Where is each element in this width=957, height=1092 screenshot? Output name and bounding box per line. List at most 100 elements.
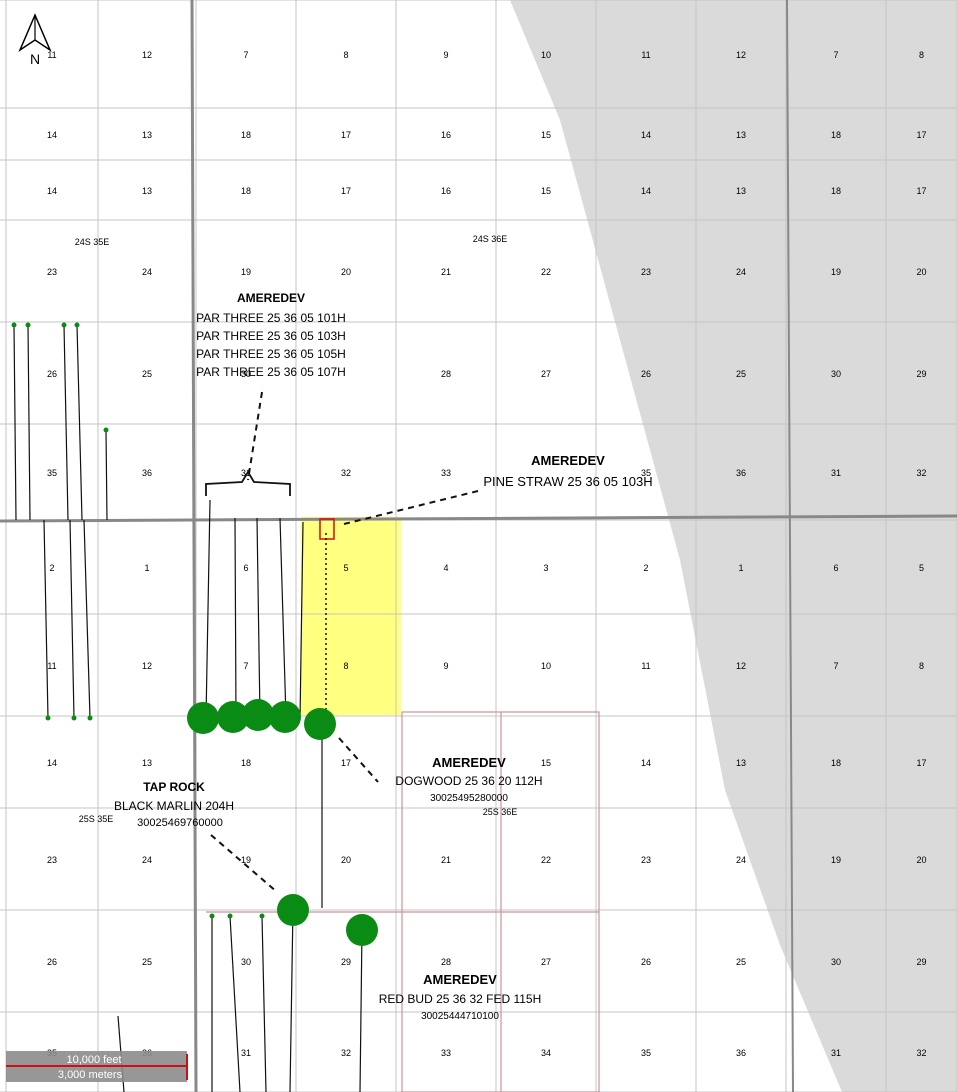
section-label: 29 [916,369,926,379]
section-label: 15 [541,758,551,768]
callout-operator: TAP ROCK [143,780,205,794]
section-label: 34 [541,1048,551,1058]
callout-well-name: PAR THREE 25 36 05 105H [196,347,346,361]
section-label: 12 [736,661,746,671]
section-label: 12 [142,50,152,60]
well-surface-point [11,322,17,328]
section-label: 19 [831,855,841,865]
well-surface-point [259,913,265,919]
section-label: 17 [341,186,351,196]
section-label: 3 [543,563,548,573]
well-surface-point [71,715,77,721]
section-label: 21 [441,267,451,277]
section-label: 12 [736,50,746,60]
scale-bar: 10,000 feet 3,000 meters [6,1051,188,1082]
surface-location-box [319,518,335,540]
section-label: 26 [641,957,651,967]
leader-line [339,490,479,526]
wellbore-path [229,915,241,1092]
section-label: 23 [47,267,57,277]
section-label: 20 [341,267,351,277]
section-label: 25 [142,369,152,379]
callout-api: 30025495280000 [430,793,508,804]
section-label: 9 [443,661,448,671]
callout-well-name: BLACK MARLIN 204H [114,799,234,813]
wellbore-paths [11,322,363,1092]
section-label: 11 [641,50,650,60]
section-label: 23 [47,855,57,865]
section-label: 8 [919,50,924,60]
callout-operator: AMEREDEV [531,453,605,468]
section-label: 14 [641,186,651,196]
well-surface-point [209,913,215,919]
section-label: 5 [919,563,924,573]
section-label: 25 [142,957,152,967]
section-label: 14 [47,758,57,768]
callout-well-name: DOGWOOD 25 36 20 112H [395,774,542,788]
section-label: 23 [641,855,651,865]
well-surface-point [227,913,233,919]
section-label: 18 [831,186,841,196]
section-label: 12 [142,661,152,671]
section-label: 24 [142,267,152,277]
well-surface-point [74,322,80,328]
section-label: 24 [736,267,746,277]
section-label: 1 [738,563,743,573]
section-label: 4 [443,563,448,573]
section-label: 36 [736,1048,746,1058]
shaded-restricted-area [510,0,957,1092]
wellbore-path [261,915,267,1092]
section-label: 24 [142,855,152,865]
callout-well-name: PAR THREE 25 36 05 107H [196,365,346,379]
wellbore-path [279,517,287,719]
section-label: 17 [916,758,926,768]
wellbore-path [299,521,304,721]
section-label: 22 [541,855,551,865]
wellbore-path [205,499,211,719]
section-label: 29 [341,957,351,967]
section-label: 28 [441,957,451,967]
section-label: 7 [833,661,838,671]
section-label: 18 [241,186,251,196]
section-label: 13 [736,758,746,768]
section-label: 15 [541,130,551,140]
section-label: 2 [643,563,648,573]
wellbore-path [27,324,31,521]
section-label: 17 [916,186,926,196]
section-label: 24 [736,855,746,865]
section-label: 20 [916,267,926,277]
well-surface-point [87,715,93,721]
section-label: 30 [831,369,841,379]
well-marker-icon [269,701,301,733]
section-label: 13 [142,758,152,768]
callout-operator: AMEREDEV [432,755,506,770]
well-marker-icon [217,701,249,733]
section-label: 19 [241,855,251,865]
township-label: 24S 36E [473,234,508,244]
callout-operator: AMEREDEV [237,291,305,305]
township-label: 25S 36E [483,807,518,817]
section-label: 13 [142,130,152,140]
section-label: 8 [343,661,348,671]
wellbore-path [63,324,69,521]
section-label: 17 [341,758,351,768]
section-label: 14 [47,130,57,140]
leader-line [210,834,278,893]
leader-lines [205,391,479,893]
wellbore-path [234,517,237,719]
section-label: 14 [641,130,651,140]
leader-line [338,737,379,783]
section-label: 8 [919,661,924,671]
section-label: 26 [47,369,57,379]
section-label: 16 [441,130,451,140]
section-label: 6 [833,563,838,573]
section-label: 28 [441,369,451,379]
section-label: 7 [833,50,838,60]
wellbore-path [13,324,17,521]
section-label: 5 [343,563,348,573]
section-label: 22 [541,267,551,277]
section-label: 13 [736,186,746,196]
